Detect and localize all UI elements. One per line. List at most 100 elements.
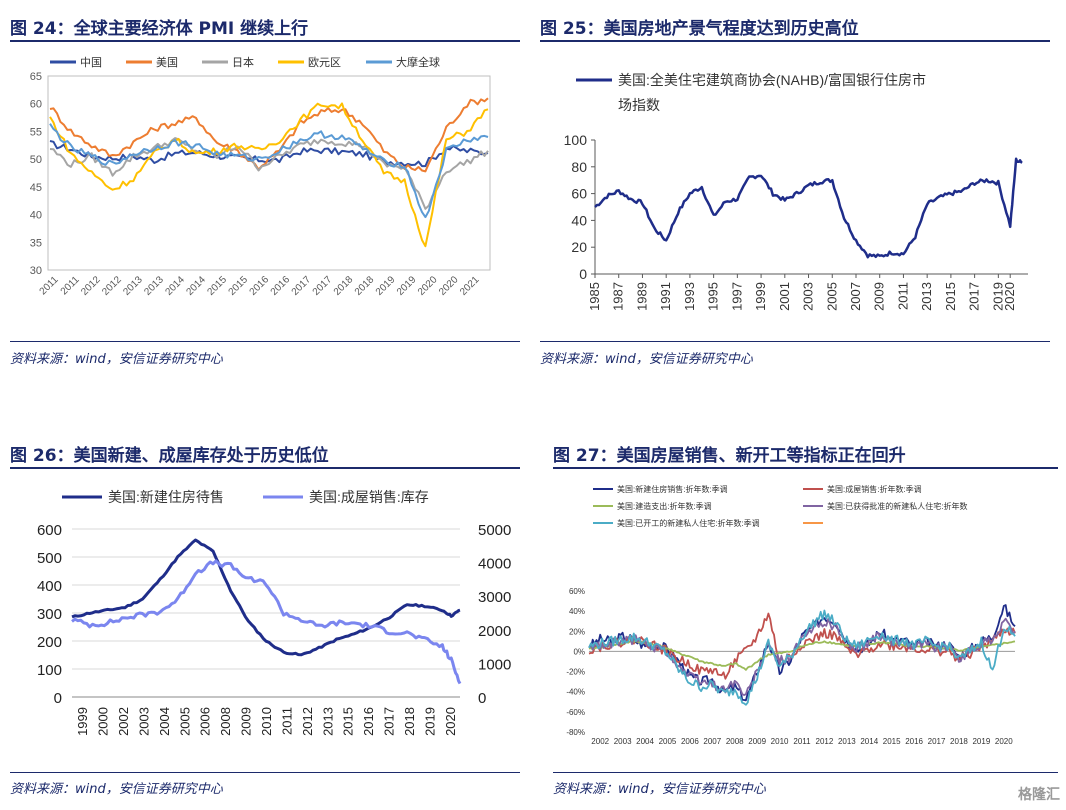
x-tick-label: 2005 xyxy=(659,737,677,746)
source-rule xyxy=(10,341,520,342)
legend-label: 欧元区 xyxy=(308,56,341,69)
x-tick-label: 2020 xyxy=(1002,282,1017,311)
x-tick-label: 2020 xyxy=(437,274,461,298)
x-tick-label: 2010 xyxy=(771,737,789,746)
x-tick-label: 2011 xyxy=(279,707,294,735)
x-tick-label: 2019 xyxy=(972,737,990,746)
title-rule xyxy=(553,467,1058,469)
chart-inventory: 6005004003002001000500040003000200010000… xyxy=(37,489,511,736)
x-tick-label: 2006 xyxy=(681,737,699,746)
legend-label: 日本 xyxy=(232,55,254,69)
x-tick-label: 2018 xyxy=(402,707,417,736)
x-tick-label: 2015 xyxy=(883,737,901,746)
panel-fig26: 图 26：美国新建、成屋库存处于历史低位 600 500 400 300 200 100 0… xyxy=(10,435,520,805)
x-tick-label: 1999 xyxy=(753,282,768,311)
x-tick-label: 2003 xyxy=(614,737,632,746)
x-tick-label: 2001 xyxy=(777,282,792,311)
watermark-logo: 格隆汇 xyxy=(1018,787,1060,803)
y-tick-label: -40% xyxy=(566,688,585,697)
y-tick-label: 0 xyxy=(579,266,587,282)
x-tick-label: 1999 xyxy=(75,707,90,736)
x-tick-label: 2004 xyxy=(636,737,654,746)
y-tick-label-left: 400 xyxy=(37,578,62,595)
x-tick-label: 2015 xyxy=(341,707,356,736)
x-tick-label: 2002 xyxy=(591,737,609,746)
x-tick-label: 2011 xyxy=(38,274,61,297)
x-tick-label: 2002 xyxy=(116,707,131,736)
x-tick-label: 2009 xyxy=(239,707,254,736)
x-tick-label: 2013 xyxy=(142,274,166,298)
x-tick-label: 2012 xyxy=(816,737,834,746)
x-tick-label: 2016 xyxy=(248,274,272,298)
y-tick-label: 50 xyxy=(30,154,42,166)
y-tick-label: 80 xyxy=(571,159,587,175)
legend-label: 大摩全球 xyxy=(396,55,440,69)
y-tick-label: 30 xyxy=(30,265,42,277)
x-tick-label: 2003 xyxy=(801,282,816,311)
x-tick-label: 2018 xyxy=(332,274,356,298)
y-tick-label: 40 xyxy=(571,212,587,228)
series-line xyxy=(71,538,461,657)
y-tick-label: 100 xyxy=(564,132,588,148)
y-tick-label-left: 100 xyxy=(37,662,62,679)
x-tick-label: 1993 xyxy=(682,282,697,311)
x-tick-label: 2016 xyxy=(905,737,923,746)
y-tick-label: 45 xyxy=(30,182,42,194)
series-line xyxy=(588,609,1016,706)
x-tick-label: 2009 xyxy=(872,282,887,311)
x-tick-label: 2016 xyxy=(361,707,376,736)
panel-title: 图 27：美国房屋销售、新开工等指标正在回升 xyxy=(553,446,906,466)
x-tick-label: 2014 xyxy=(184,274,208,298)
x-tick-label: 2017 xyxy=(928,737,946,746)
legend-label: 美国:成屋销售:库存 xyxy=(309,489,429,505)
y-tick-label: -80% xyxy=(566,728,585,737)
panel-title: 图 26：美国新建、成屋库存处于历史低位 xyxy=(10,446,329,466)
x-tick-label: 1989 xyxy=(634,282,649,311)
legend-label: 中国 xyxy=(80,56,102,69)
x-tick-label: 2019 xyxy=(422,707,437,736)
x-tick-label: 2017 xyxy=(967,282,982,311)
y-tick-label: 35 xyxy=(30,237,42,249)
title-rule xyxy=(10,467,520,469)
x-tick-label: 2013 xyxy=(320,707,335,736)
legend-label: 美国 xyxy=(156,56,178,69)
x-tick-label: 2012 xyxy=(79,274,103,298)
x-tick-label: 2020 xyxy=(995,737,1013,746)
x-tick-label: 1991 xyxy=(658,282,673,311)
x-tick-label: 2011 xyxy=(895,282,910,310)
plot-frame xyxy=(47,75,491,271)
source-rule xyxy=(540,341,1050,342)
y-tick-label-left: 600 xyxy=(37,522,62,539)
y-tick-label: 20 xyxy=(571,239,587,255)
x-tick-label: 2011 xyxy=(793,737,811,746)
series-line xyxy=(49,140,489,168)
x-tick-label: 2009 xyxy=(748,737,766,746)
x-tick-label: 2010 xyxy=(259,707,274,736)
x-tick-label: 2019 xyxy=(990,282,1005,311)
legend-label: 美国:已获得批准的新建私人住宅:折年数 xyxy=(827,501,967,511)
x-tick-label: 2015 xyxy=(227,274,251,298)
y-tick-label: 20% xyxy=(569,627,585,636)
y-tick-label-left: 300 xyxy=(37,606,62,623)
y-tick-label-right: 1000 xyxy=(478,656,511,673)
x-tick-label: 2007 xyxy=(848,282,863,311)
series-line xyxy=(71,559,462,685)
y-tick-label: 60 xyxy=(30,99,42,111)
legend-label: 美国:新建住房销售:折年数:季调 xyxy=(617,484,728,494)
x-tick-label: 1987 xyxy=(611,282,626,311)
panel-fig25: 图 25：美国房地产景气程度达到历史高位 100 80 60 40 20 0 1985 198… xyxy=(540,8,1050,378)
panel-fig24: 图 24：全球主要经济体 PMI 继续上行 65 60 55 50 45 40 35 30 20… xyxy=(10,8,520,378)
x-tick-label: 1985 xyxy=(587,282,602,311)
x-tick-label: 2018 xyxy=(950,737,968,746)
legend-label: 场指数 xyxy=(618,97,660,113)
series-line xyxy=(594,157,1023,259)
y-tick-label-left: 200 xyxy=(37,634,62,651)
x-tick-label: 2005 xyxy=(824,282,839,311)
y-tick-label-left: 500 xyxy=(37,550,62,567)
source-rule xyxy=(553,772,1058,773)
y-tick-label: 60% xyxy=(569,587,585,596)
plot-area: 60% 40% 20% 0% -20% -40% -60% -80% 2002 2003 2004 2… xyxy=(566,484,1016,746)
series-line xyxy=(49,137,489,210)
